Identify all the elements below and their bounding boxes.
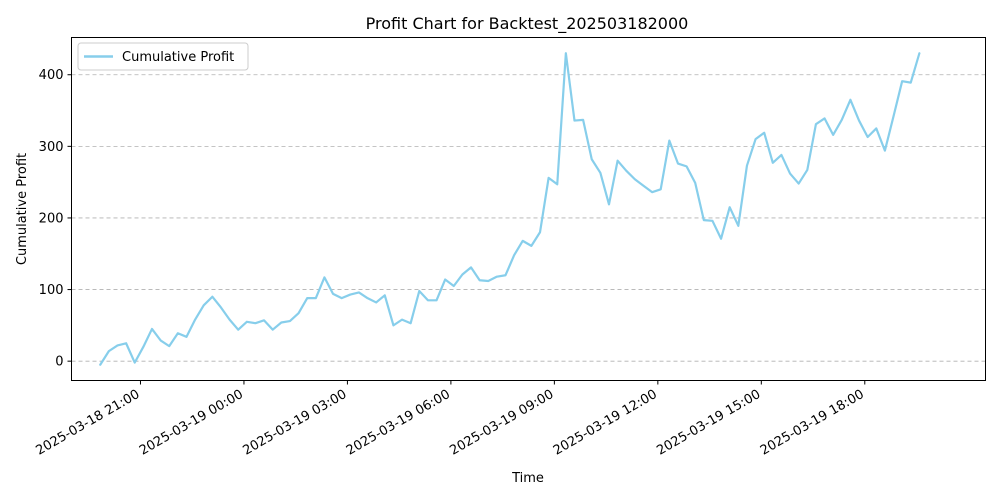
y-tick-label: 200 [39,211,64,226]
x-axis-label: Time [511,471,544,486]
y-tick-label: 100 [39,283,64,298]
y-tick-label: 400 [39,68,64,83]
gridlines [71,74,986,362]
y-axis-label: Cumulative Profit [15,153,30,265]
chart-title: Profit Chart for Backtest_202503182000 [366,14,689,34]
y-tick-label: 300 [39,140,64,155]
series-layer [99,52,921,366]
legend-label: Cumulative Profit [122,50,234,65]
series-line-cumulative-profit [99,52,921,366]
y-axis: 0 100 200 300 400 [39,68,72,370]
legend-box [77,42,249,71]
y-tick-label: 0 [55,355,63,370]
plot-frame [71,37,986,381]
legend: Cumulative Profit [77,42,249,71]
